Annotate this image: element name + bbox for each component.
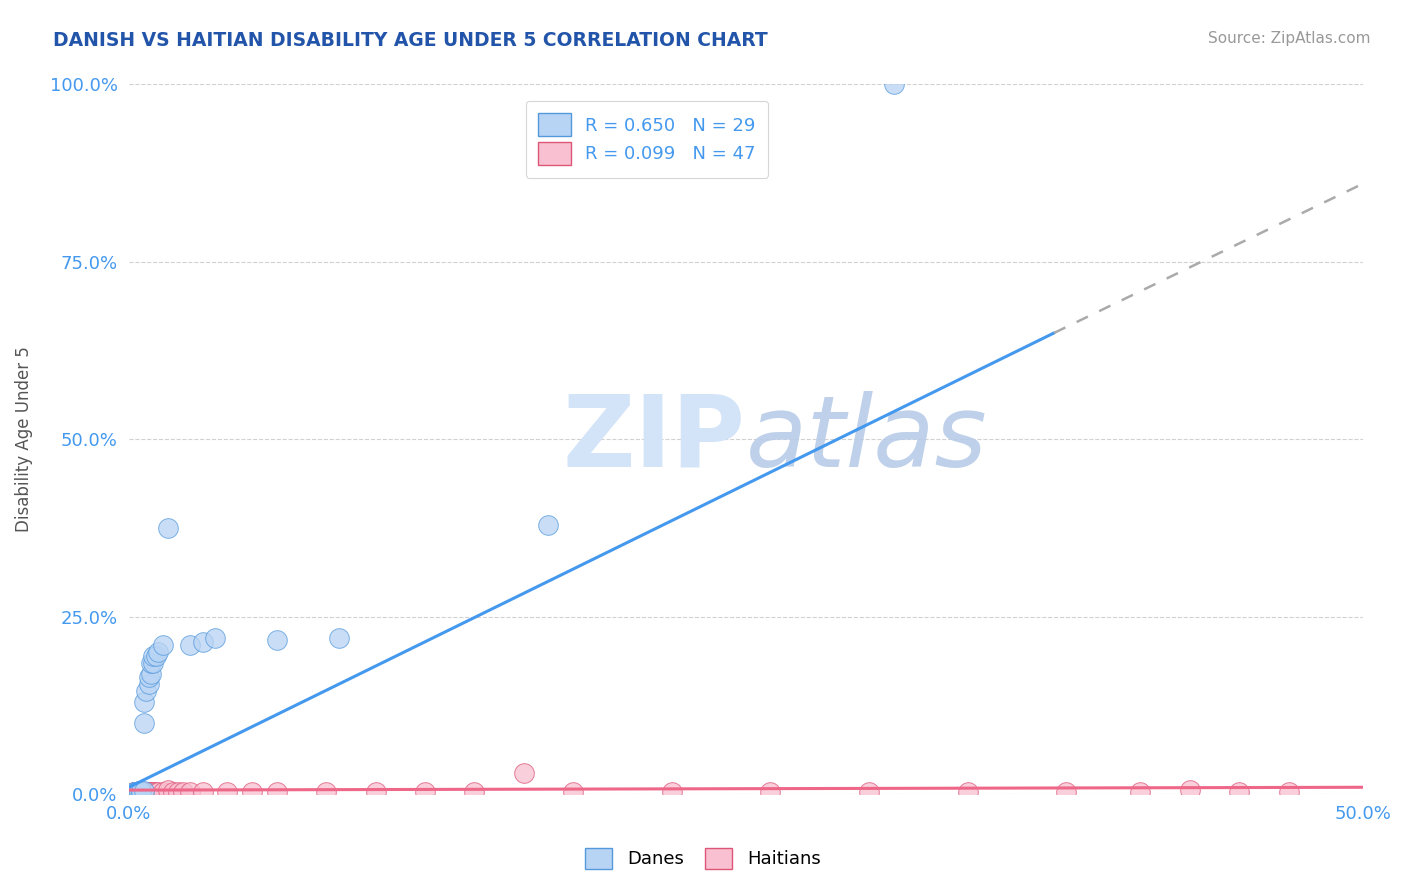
Point	[128, 784, 150, 798]
Point	[132, 784, 155, 798]
Point	[129, 784, 152, 798]
Point	[148, 645, 170, 659]
Point	[138, 670, 160, 684]
Point	[132, 785, 155, 799]
Point	[858, 785, 880, 799]
Point	[463, 785, 485, 799]
Point	[142, 648, 165, 663]
Point	[132, 695, 155, 709]
Point	[135, 784, 157, 798]
Point	[125, 785, 148, 799]
Legend: R = 0.650   N = 29, R = 0.099   N = 47: R = 0.650 N = 29, R = 0.099 N = 47	[526, 101, 768, 178]
Point	[152, 784, 174, 798]
Text: Source: ZipAtlas.com: Source: ZipAtlas.com	[1208, 31, 1371, 46]
Point	[128, 784, 150, 798]
Point	[661, 785, 683, 799]
Point	[1227, 785, 1250, 799]
Point	[128, 785, 150, 799]
Point	[142, 656, 165, 670]
Point	[167, 784, 190, 798]
Point	[142, 785, 165, 799]
Point	[122, 784, 145, 798]
Point	[138, 784, 160, 798]
Point	[125, 784, 148, 798]
Point	[139, 785, 162, 799]
Point	[145, 648, 167, 663]
Point	[179, 784, 201, 798]
Point	[138, 677, 160, 691]
Point	[537, 517, 560, 532]
Point	[1129, 785, 1152, 799]
Point	[956, 785, 979, 799]
Point	[122, 784, 145, 798]
Point	[139, 666, 162, 681]
Point	[328, 631, 350, 645]
Point	[125, 784, 148, 798]
Point	[142, 784, 165, 798]
Point	[561, 785, 583, 799]
Point	[128, 784, 150, 798]
Point	[129, 784, 152, 798]
Point	[129, 784, 152, 798]
Point	[129, 785, 152, 799]
Point	[148, 784, 170, 798]
Point	[162, 785, 184, 799]
Point	[132, 784, 155, 798]
Point	[157, 521, 180, 535]
Point	[883, 78, 905, 92]
Point	[191, 634, 214, 648]
Point	[172, 785, 194, 799]
Point	[135, 684, 157, 698]
Point	[138, 785, 160, 799]
Point	[1178, 783, 1201, 797]
Point	[759, 785, 782, 799]
Point	[135, 785, 157, 799]
Point	[139, 656, 162, 670]
Point	[132, 716, 155, 731]
Point	[157, 783, 180, 797]
Point	[512, 766, 534, 780]
Text: DANISH VS HAITIAN DISABILITY AGE UNDER 5 CORRELATION CHART: DANISH VS HAITIAN DISABILITY AGE UNDER 5…	[53, 31, 768, 50]
Point	[129, 784, 152, 798]
Point	[125, 785, 148, 799]
Point	[191, 785, 214, 799]
Point	[204, 631, 226, 645]
Point	[315, 785, 337, 799]
Point	[266, 785, 288, 799]
Point	[217, 785, 239, 799]
Point	[125, 784, 148, 798]
Point	[145, 785, 167, 799]
Point	[179, 638, 201, 652]
Point	[364, 785, 387, 799]
Point	[152, 638, 174, 652]
Point	[122, 784, 145, 798]
Point	[240, 785, 263, 799]
Text: ZIP: ZIP	[562, 391, 745, 488]
Legend: Danes, Haitians: Danes, Haitians	[578, 840, 828, 876]
Point	[128, 784, 150, 798]
Y-axis label: Disability Age Under 5: Disability Age Under 5	[15, 346, 32, 533]
Point	[122, 785, 145, 799]
Point	[1056, 785, 1078, 799]
Point	[266, 632, 288, 647]
Point	[413, 785, 436, 799]
Point	[1277, 785, 1299, 799]
Text: atlas: atlas	[745, 391, 987, 488]
